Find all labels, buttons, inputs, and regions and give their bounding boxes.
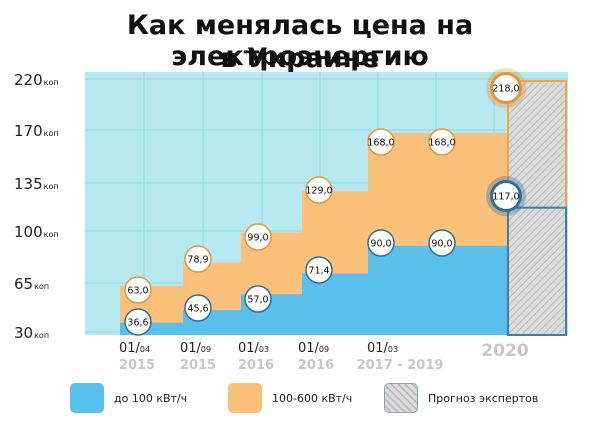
badge-circle xyxy=(244,223,272,251)
badge-circle xyxy=(124,308,152,336)
legend-item-low: до 100 кВт/ч xyxy=(70,383,187,413)
chart-title-line2: в Украине xyxy=(220,43,380,74)
badge-circle xyxy=(428,128,456,156)
legend-swatch-forecast xyxy=(384,383,418,413)
data-label: 117,0 xyxy=(492,192,519,203)
y-tick-label: 30коп xyxy=(14,324,49,342)
y-tick-label: 100коп xyxy=(14,223,59,241)
badge-circle xyxy=(428,229,456,257)
data-label: 57,0 xyxy=(247,295,268,306)
legend-label-forecast: Прогноз экспертов xyxy=(428,391,539,405)
y-tick-label: 170коп xyxy=(14,122,59,140)
data-label: 218,0 xyxy=(492,84,519,95)
blue-step-5 xyxy=(368,245,508,335)
x-tick-date: 01/09 xyxy=(298,341,329,356)
data-label: 168,0 xyxy=(367,138,394,149)
badge-circle xyxy=(244,285,272,313)
y-tick-label: 65коп xyxy=(14,275,49,293)
x-tick-date: 01/03 xyxy=(367,341,398,356)
data-label: 90,0 xyxy=(431,239,452,250)
badge-circle xyxy=(493,183,519,209)
y-tick-label: 220коп xyxy=(14,71,59,89)
badge-circle xyxy=(124,276,152,304)
legend-swatch-orange xyxy=(228,383,262,413)
data-label: 99,0 xyxy=(247,233,268,244)
x-tick-year: 2016 xyxy=(298,358,334,373)
data-label: 63,0 xyxy=(127,286,148,297)
data-label: 45,6 xyxy=(187,304,208,315)
legend-item-forecast: Прогноз экспертов xyxy=(384,383,538,413)
forecast-box-low xyxy=(507,206,567,336)
x-tick-year: 2020 xyxy=(481,341,528,361)
x-tick-year: 2017 - 2019 xyxy=(357,358,444,373)
data-label: 168,0 xyxy=(428,138,455,149)
legend-label-high: 100-600 кВт/ч xyxy=(272,391,353,405)
legend-item-high: 100-600 кВт/ч xyxy=(228,383,352,413)
data-label: 90,0 xyxy=(370,239,391,250)
badge-circle xyxy=(367,229,395,257)
badge-circle xyxy=(184,294,212,322)
badge-circle xyxy=(305,176,333,204)
legend-swatch-blue xyxy=(70,383,104,413)
data-label: 71,4 xyxy=(308,266,329,277)
x-tick-date: 01/09 xyxy=(180,341,211,356)
x-tick-year: 2015 xyxy=(180,358,216,373)
data-label: 36,6 xyxy=(127,318,148,329)
legend-label-low: до 100 кВт/ч xyxy=(114,391,188,405)
badge-circle xyxy=(184,245,212,273)
x-tick-year: 2015 xyxy=(119,358,155,373)
data-label: 129,0 xyxy=(305,186,332,197)
badge-circle xyxy=(367,128,395,156)
x-tick-year: 2016 xyxy=(238,358,274,373)
x-tick-date: 01/04 xyxy=(119,341,150,356)
badge-circle xyxy=(493,75,519,101)
chart-title-line1: Как менялась цена на электроэнергию xyxy=(126,10,474,72)
y-tick-label: 135коп xyxy=(14,175,59,193)
x-tick-date: 01/03 xyxy=(238,341,269,356)
badge-circle xyxy=(305,256,333,284)
data-label: 78,9 xyxy=(187,255,208,266)
